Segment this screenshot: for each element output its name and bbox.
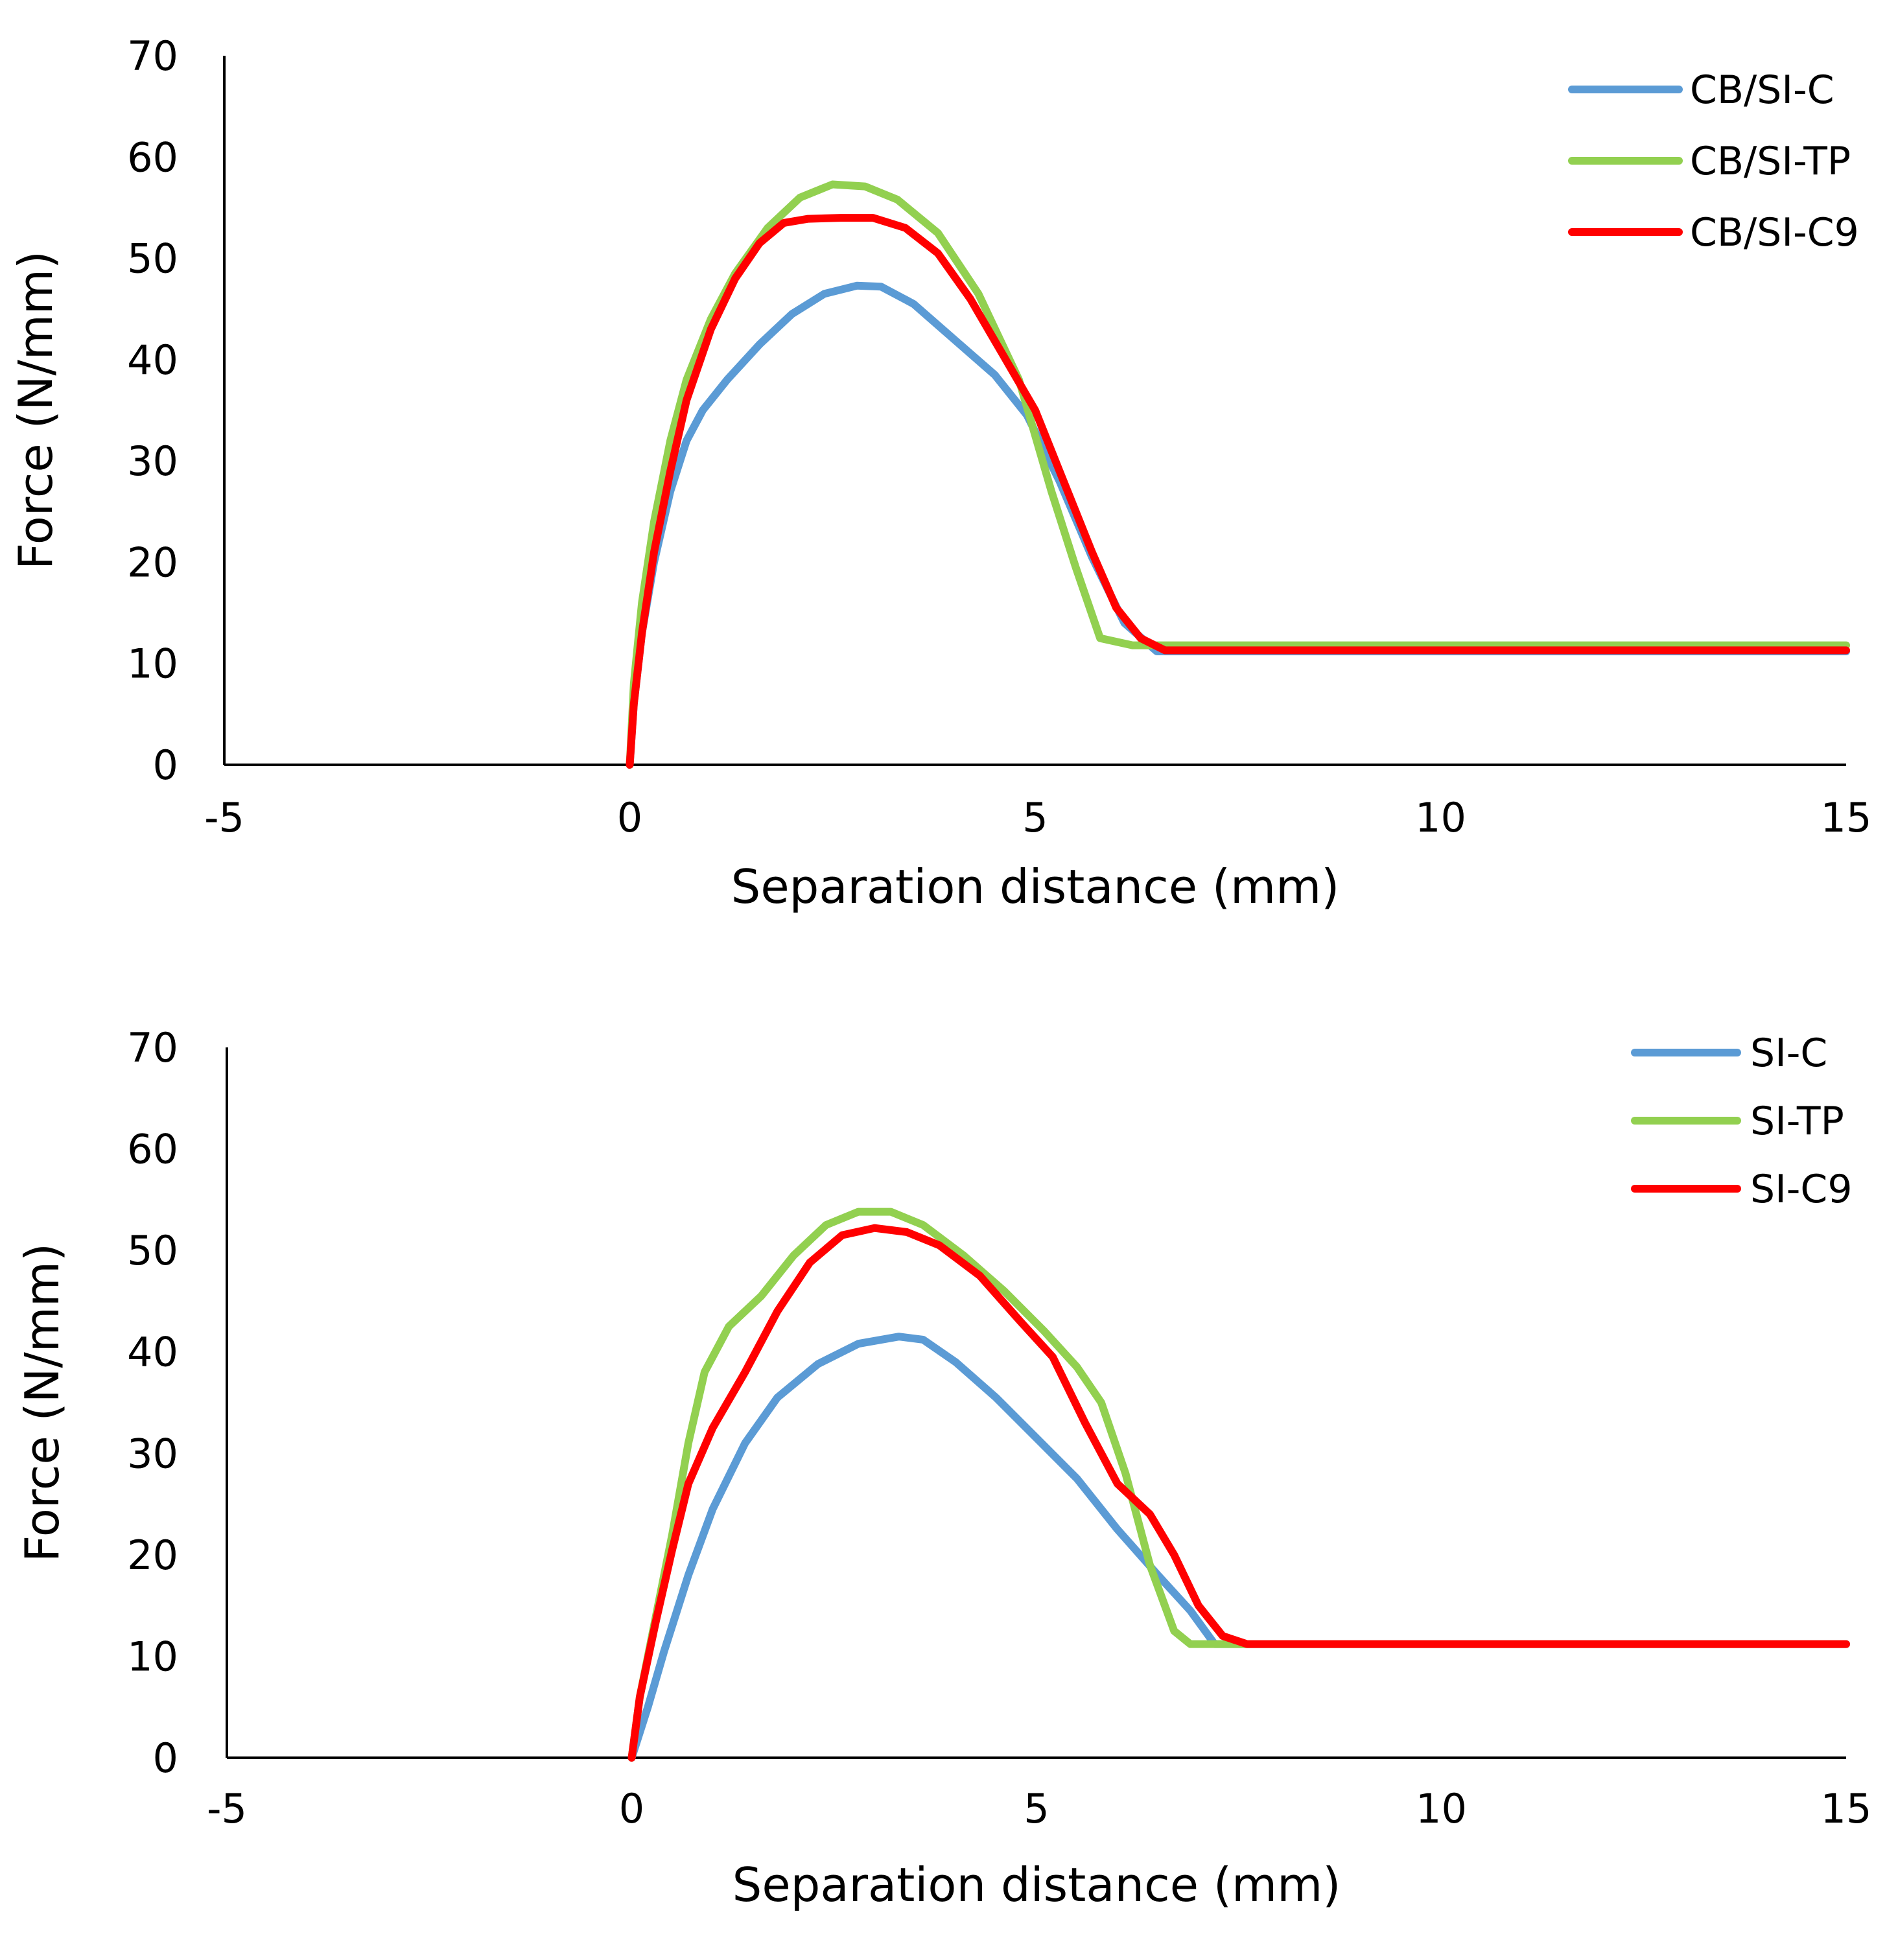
series-line-si-c — [627, 1333, 1850, 1762]
y-tick-label: 20 — [127, 1532, 178, 1579]
series-line-cb-si-c — [626, 281, 1850, 769]
series-line-si-tp — [627, 1208, 1850, 1762]
x-tick-label: 10 — [1416, 1785, 1467, 1832]
y-axis-title: Force (N/mm) — [15, 1243, 69, 1562]
y-tick-label: 50 — [127, 235, 178, 283]
series-line-cb-si-c9 — [626, 214, 1850, 769]
y-tick-label: 70 — [127, 32, 178, 80]
x-tick-label: 15 — [1821, 1785, 1872, 1832]
y-tick-label: 30 — [127, 1430, 178, 1477]
y-tick-label: 70 — [127, 1024, 178, 1071]
legend-label: CB/SI-C — [1690, 67, 1834, 113]
y-tick-label: 40 — [127, 336, 178, 384]
chart-top: 0 10 20 30 40 50 60 70 -5 0 5 10 15 Separation distan… — [8, 32, 1871, 914]
y-tick-label: 60 — [127, 1126, 178, 1173]
x-tick-label: 0 — [619, 1785, 644, 1832]
y-tick-label: 10 — [127, 1633, 178, 1680]
y-tick-label: 0 — [153, 741, 178, 789]
legend-label: SI-C — [1750, 1031, 1827, 1076]
legend-label: SI-C9 — [1750, 1167, 1853, 1212]
x-tick-label: 15 — [1821, 794, 1872, 841]
x-tick-label: -5 — [204, 794, 244, 841]
legend-label: CB/SI-TP — [1690, 139, 1851, 184]
chart-bottom: 0 10 20 30 40 50 60 70 -5 0 5 10 15 Separation distan… — [15, 1024, 1871, 1912]
x-axis-title: Separation distance (mm) — [731, 859, 1340, 914]
y-tick-label: 60 — [127, 134, 178, 181]
series-line-cb-si-tp — [626, 180, 1850, 769]
x-tick-label: 5 — [1022, 794, 1048, 841]
y-axis-title: Force (N/mm) — [8, 251, 63, 570]
x-tick-label: 5 — [1024, 1785, 1049, 1832]
legend-label: SI-TP — [1750, 1099, 1844, 1144]
y-tick-label: 20 — [127, 539, 178, 586]
y-tick-label: 10 — [127, 640, 178, 688]
x-tick-label: 10 — [1415, 794, 1466, 841]
x-tick-label: -5 — [207, 1785, 247, 1832]
series-line-si-c9 — [627, 1224, 1850, 1762]
x-axis-title: Separation distance (mm) — [732, 1858, 1341, 1912]
x-tick-label: 0 — [617, 794, 642, 841]
y-tick-label: 40 — [127, 1329, 178, 1376]
y-tick-label: 30 — [127, 438, 178, 485]
legend-label: CB/SI-C9 — [1690, 210, 1859, 255]
y-tick-label: 50 — [127, 1227, 178, 1274]
y-tick-label: 0 — [153, 1734, 178, 1782]
